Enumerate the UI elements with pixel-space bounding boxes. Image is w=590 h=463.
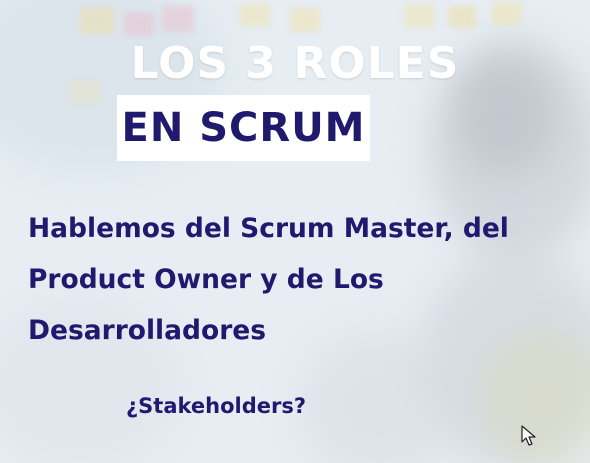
slide-title-line1: LOS 3 ROLES	[130, 38, 460, 89]
stakeholders-question: ¿Stakeholders?	[126, 394, 307, 418]
slide-title-line2: EN SCRUM	[121, 105, 366, 151]
body-line: Product Owner y de Los	[28, 264, 384, 295]
slide-title-box: EN SCRUM	[117, 95, 370, 161]
body-line: Hablemos del Scrum Master, del	[28, 213, 509, 244]
mouse-pointer-icon	[521, 425, 536, 446]
body-line: Desarrolladores	[28, 315, 267, 346]
slide-body-text: Hablemos del Scrum Master, del Product O…	[28, 203, 588, 356]
